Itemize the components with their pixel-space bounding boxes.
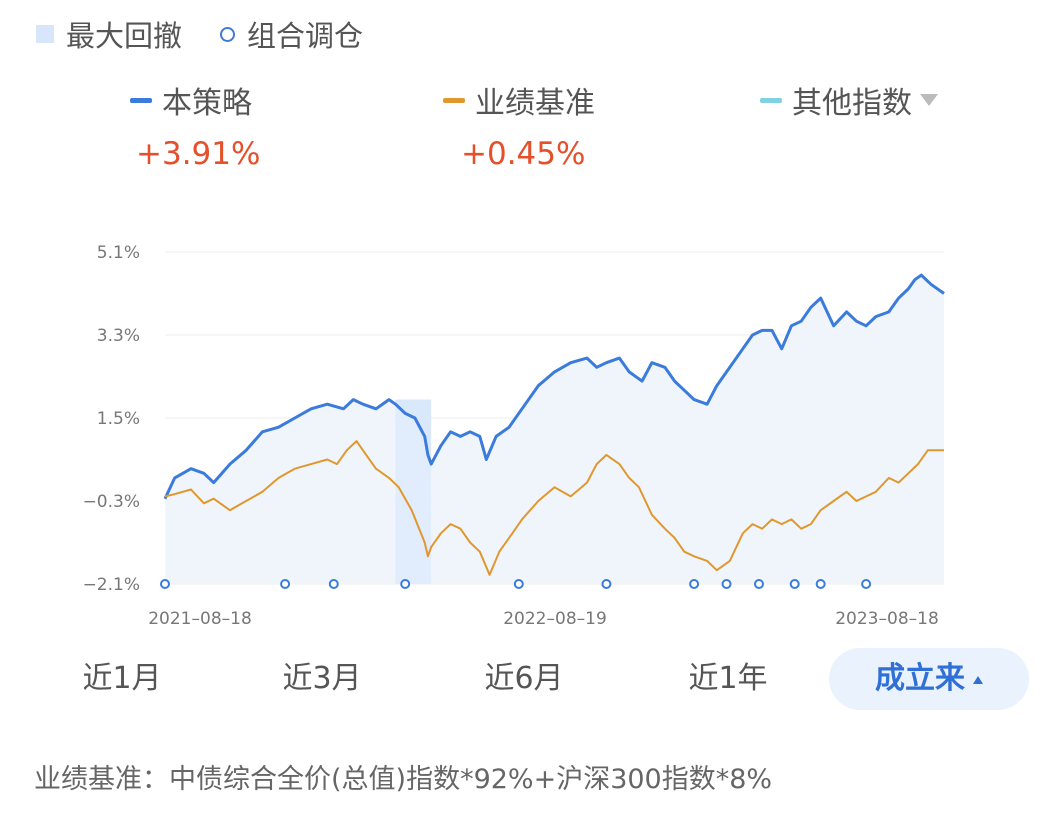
series-benchmark[interactable]: 业绩基准 +0.45% (443, 78, 595, 176)
rebalance-circle-icon (220, 26, 236, 42)
rebalance-marker (601, 579, 612, 589)
y-tick-label: −2.1% (83, 575, 140, 595)
period-3m[interactable]: 近3月 (282, 661, 362, 696)
series-other-index-name: 其他指数 (792, 86, 912, 121)
y-tick-label: 5.1% (97, 243, 140, 263)
rebalance-marker (513, 579, 524, 589)
y-tick-label: −0.3% (83, 492, 140, 512)
rebalance-marker (815, 579, 826, 589)
period-1m[interactable]: 近1月 (82, 661, 162, 696)
rebalance-marker (789, 579, 800, 589)
rebalance-marker (400, 579, 411, 589)
period-since-inception-label: 成立来 (875, 661, 965, 696)
legend-rebalance[interactable]: 组合调仓 (220, 13, 363, 55)
y-tick-label: 3.3% (97, 326, 140, 346)
dropdown-triangle-icon[interactable] (920, 94, 938, 106)
benchmark-footnote: 业绩基准：中债综合全价(总值)指数*92%+沪深300指数*8% (34, 764, 773, 795)
legend-rebalance-label: 组合调仓 (247, 19, 364, 53)
x-tick-label: 2023–08–18 (835, 609, 939, 629)
series-strategy-name: 本策略 (162, 86, 252, 121)
x-tick-label: 2021–08–18 (148, 609, 252, 629)
rebalance-marker (689, 579, 700, 589)
rebalance-marker (753, 579, 764, 589)
rebalance-marker (328, 579, 339, 589)
legend-max-drawdown-label: 最大回撤 (66, 19, 183, 53)
series-benchmark-return: +0.45% (461, 136, 586, 172)
y-tick-label: 1.5% (97, 409, 140, 429)
legend-max-drawdown[interactable]: 最大回撤 (36, 13, 182, 55)
period-selector: 近1月 近3月 近6月 近1年 成立来 (0, 648, 1050, 710)
period-6m[interactable]: 近6月 (484, 661, 564, 696)
drawdown-swatch-icon (36, 25, 54, 43)
strategy-dash-icon (130, 97, 152, 103)
series-strategy-return: +3.91% (136, 136, 261, 172)
period-1y[interactable]: 近1年 (688, 661, 768, 696)
series-other-index[interactable]: 其他指数 (760, 78, 938, 122)
other-index-dash-icon (760, 97, 782, 103)
series-benchmark-name: 业绩基准 (475, 86, 595, 121)
series-area-strategy (165, 275, 944, 584)
performance-chart: 5.1% 3.3% 1.5% −0.3% −2.1% 2021–08–18 2022–08–… (83, 243, 945, 629)
rebalance-marker (280, 579, 291, 589)
rebalance-marker (721, 579, 732, 589)
benchmark-dash-icon (443, 97, 465, 103)
chart-legend-top: 最大回撤 组合调仓 (36, 12, 401, 56)
period-since-inception[interactable]: 成立来 (829, 648, 1029, 710)
rebalance-marker (861, 579, 872, 589)
x-tick-label: 2022–08–19 (503, 609, 607, 629)
series-line-benchmark (164, 440, 944, 576)
sort-up-triangle-icon (973, 675, 983, 684)
series-line-strategy (163, 273, 945, 500)
series-strategy[interactable]: 本策略 +3.91% (130, 78, 260, 176)
rebalance-marker (160, 579, 170, 589)
